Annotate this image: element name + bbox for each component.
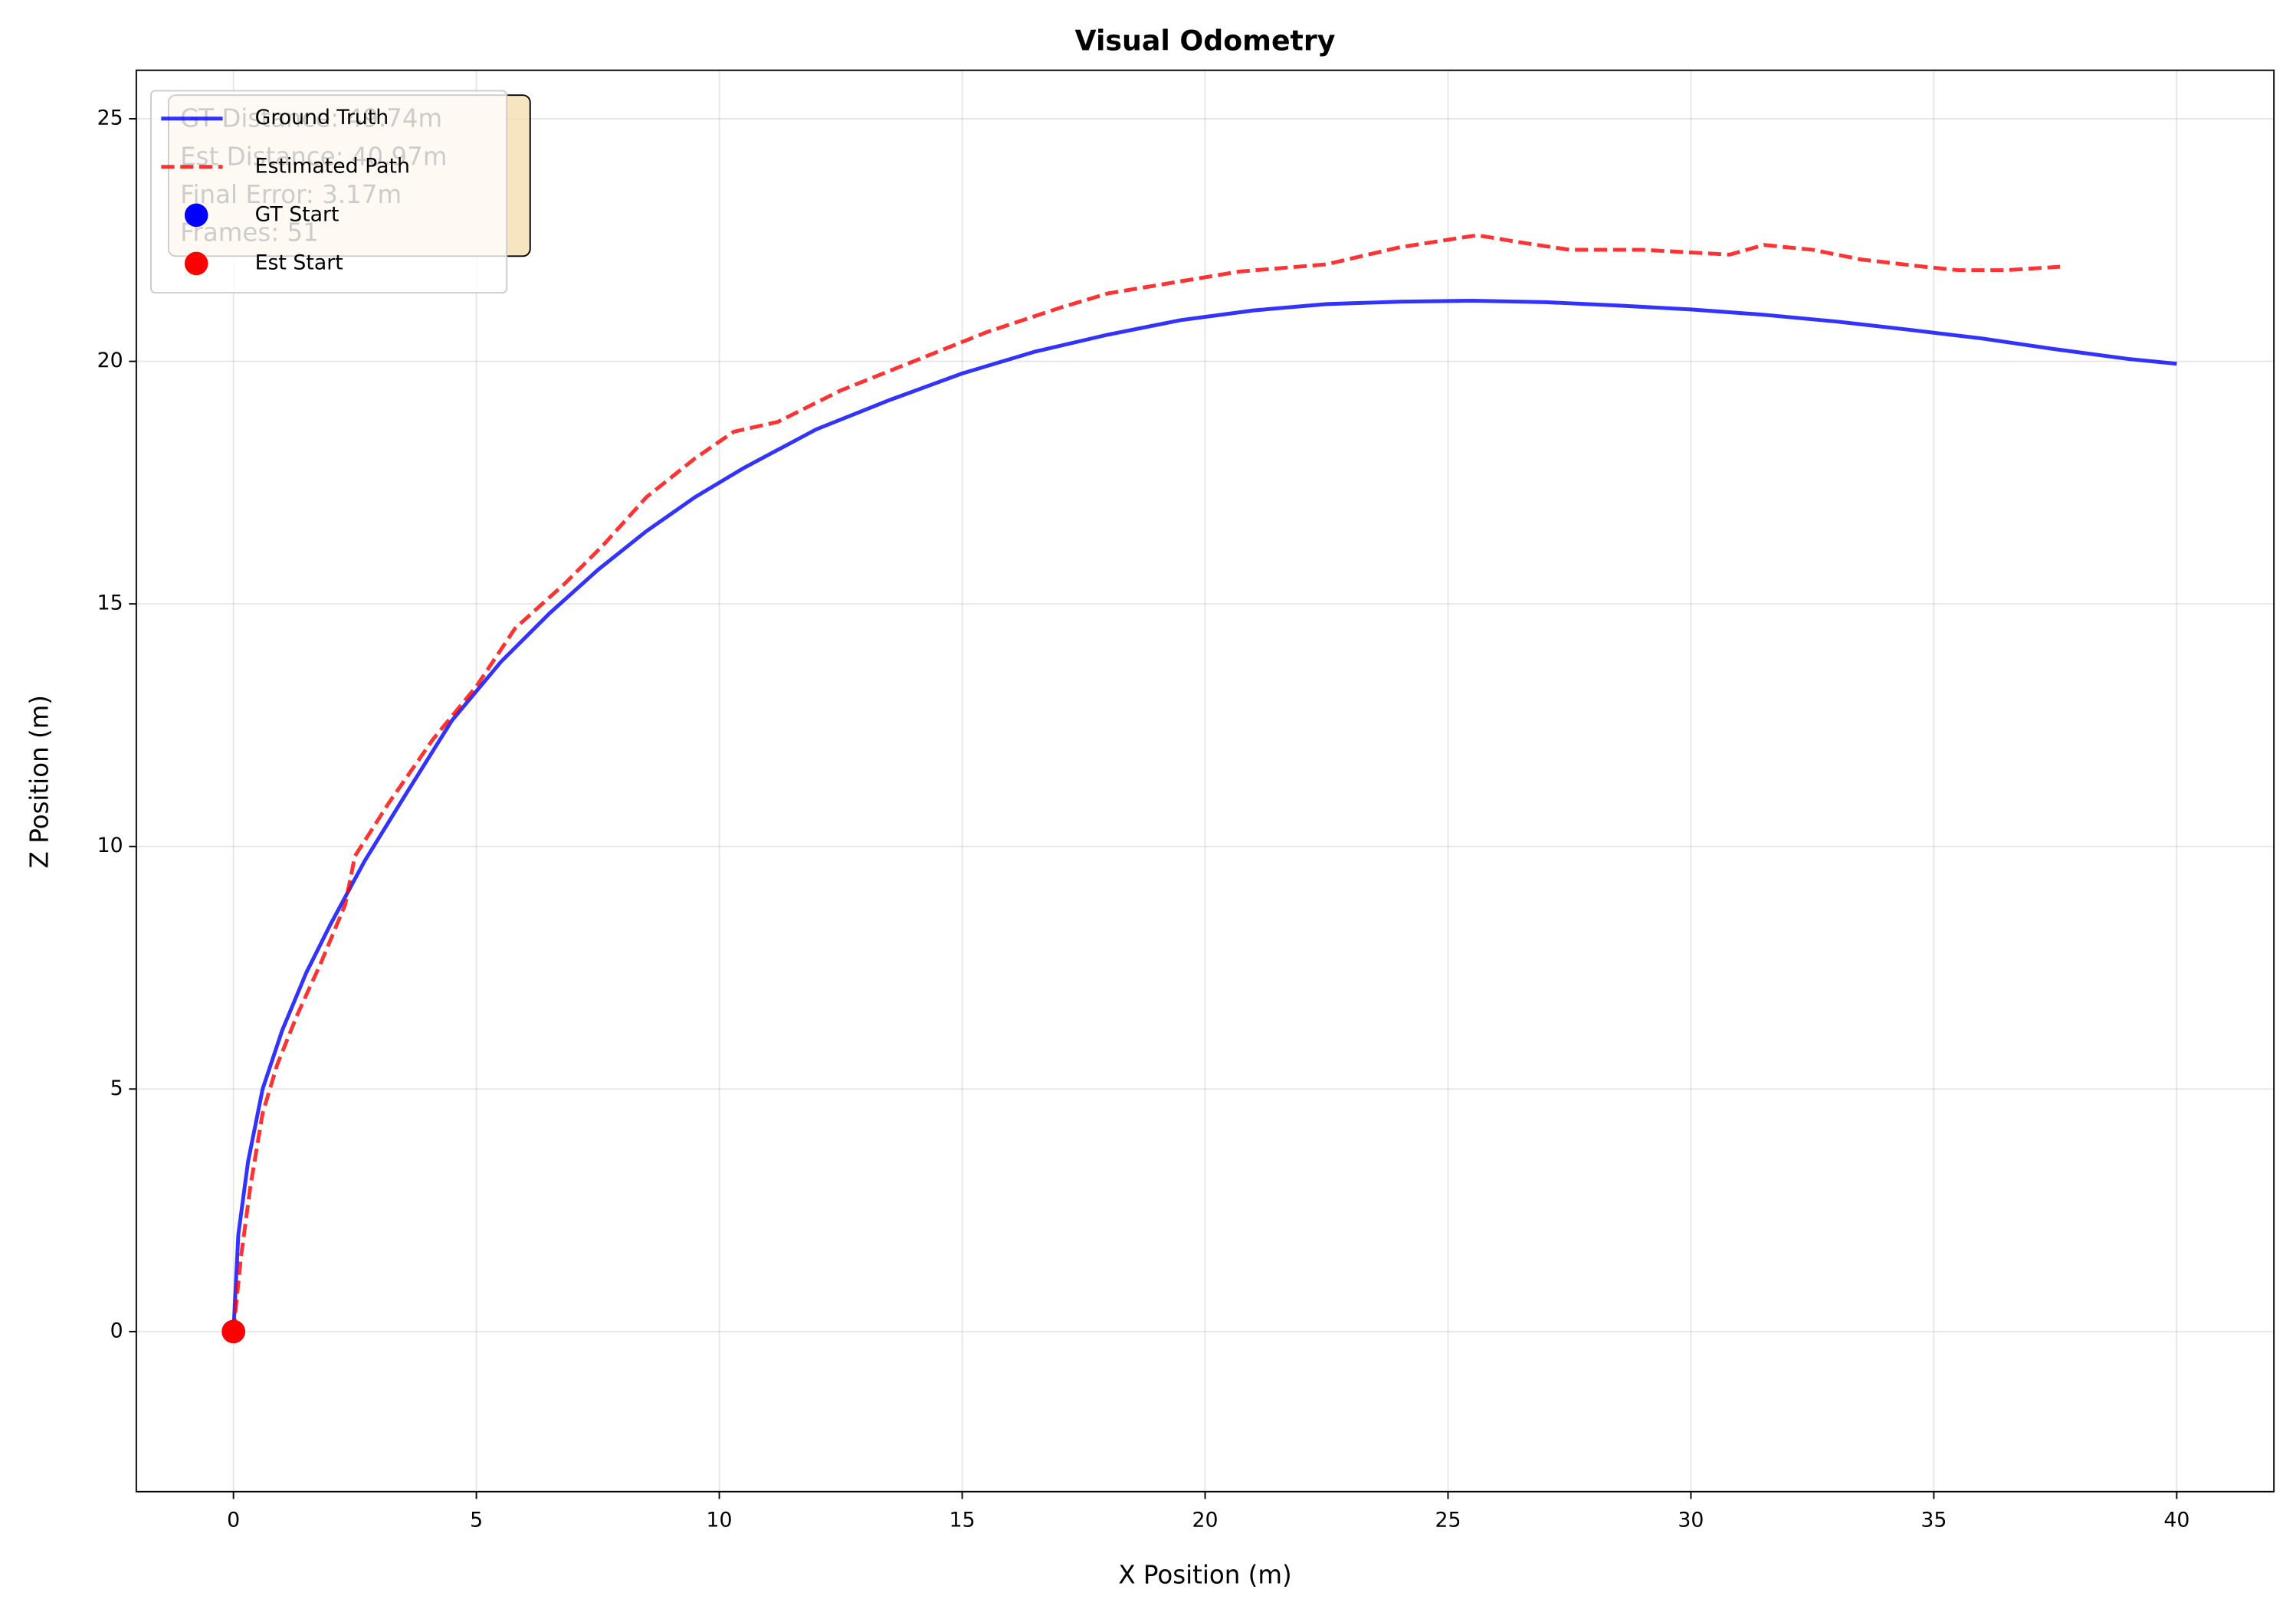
series-line [231,298,2177,1332]
axes-frame [135,69,2275,1493]
x-tick-label: 30 [1678,1508,1704,1532]
legend: GT Distance: 49.74mEst Distance: 40.97mF… [150,90,531,294]
x-tick-label: 25 [1435,1508,1461,1532]
chart-title: Visual Odometry [1075,24,1336,57]
series-line [231,233,2061,1332]
plot-area [221,233,2177,1344]
x-axis-label: X Position (m) [1118,1561,1291,1590]
y-tick-label: 20 [97,349,123,372]
legend-label: Ground Truth [255,106,389,129]
y-tick-label: 10 [97,834,123,857]
legend-swatch [184,251,208,276]
x-tick-label: 0 [227,1508,240,1532]
x-tick-label: 10 [707,1508,733,1532]
x-tick-label: 5 [470,1508,483,1532]
grid: 0 5 10 15 20 25 30 35 40 0 5 10 15 20 25 [97,70,2275,1532]
legend-box [150,90,508,294]
x-tick-label: 35 [1920,1508,1947,1532]
legend-swatch [184,203,208,228]
y-tick-label: 15 [97,592,123,615]
x-tick-label: 15 [950,1508,976,1532]
legend-label: Estimated Path [255,154,410,178]
start-marker [221,1319,245,1344]
y-tick-label: 0 [110,1319,123,1342]
legend-label: GT Start [255,202,339,226]
y-axis-label: Z Position (m) [25,695,54,868]
y-tick-label: 5 [110,1077,123,1100]
y-tick-label: 25 [97,107,123,130]
x-tick-label: 20 [1192,1508,1218,1532]
x-tick-label: 40 [2163,1508,2189,1532]
legend-label: Est Start [255,251,343,274]
